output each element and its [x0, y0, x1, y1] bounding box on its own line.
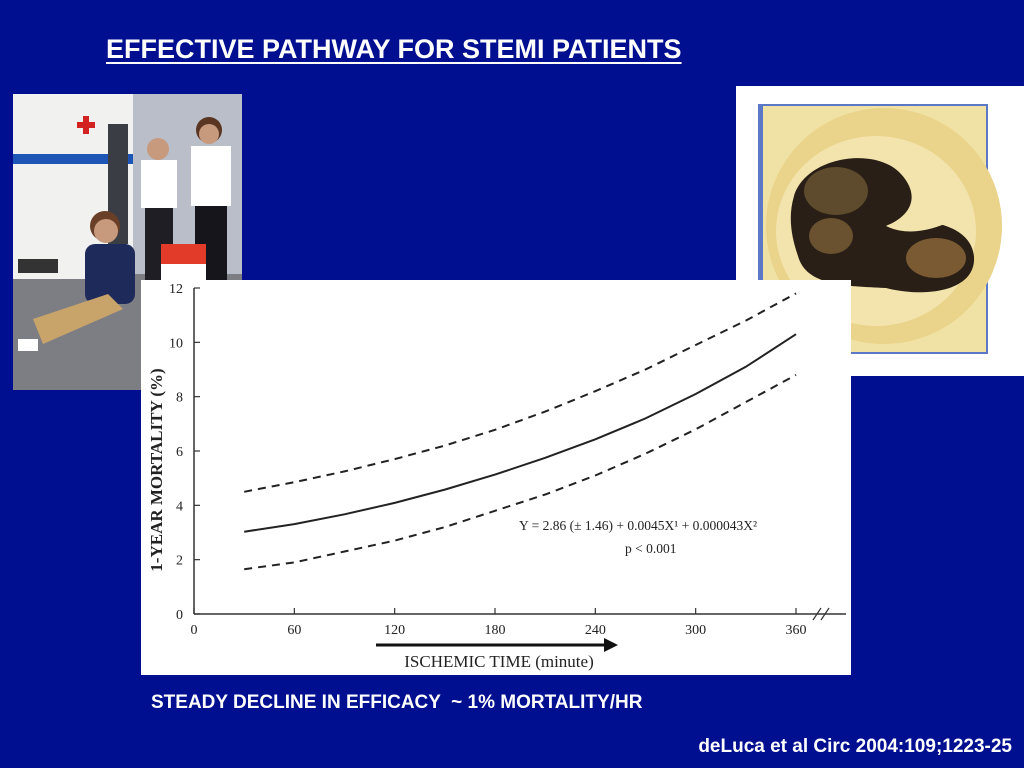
- slide-caption: STEADY DECLINE IN EFFICACY ~ 1% MORTALIT…: [151, 692, 643, 713]
- equation-annotation: Y = 2.86 (± 1.46) + 0.0045X¹ + 0.000043X…: [519, 518, 757, 533]
- slide-title: EFFECTIVE PATHWAY FOR STEMI PATIENTS: [106, 34, 682, 64]
- y-tick-label: 4: [176, 499, 183, 514]
- confidence-bound-curve: [244, 374, 797, 571]
- mortality-curve: [244, 333, 797, 533]
- y-tick-label: 8: [176, 391, 183, 406]
- y-tick-label: 6: [176, 445, 183, 460]
- y-tick-label: 12: [169, 282, 183, 297]
- y-tick-label: 2: [176, 554, 183, 569]
- confidence-bound-curve: [244, 292, 797, 493]
- x-tick-label: 240: [585, 623, 606, 638]
- pvalue-annotation: p < 0.001: [625, 541, 677, 556]
- y-axis-label: 1-YEAR MORTALITY (%): [147, 368, 166, 571]
- x-tick-label: 300: [685, 623, 706, 638]
- axis-break-mark: [812, 607, 822, 621]
- ambulance-paramedics-photo: [13, 94, 242, 390]
- y-tick-label: 10: [169, 336, 183, 351]
- x-tick-label: 0: [191, 623, 198, 638]
- x-tick-label: 360: [786, 623, 807, 638]
- y-tick-label: 0: [176, 608, 183, 623]
- ambulance-photo-art: [13, 94, 242, 390]
- x-axis-label: ISCHEMIC TIME (minute): [404, 652, 594, 671]
- mortality-chart: 0 2 4 6 8 10 12 0 60 120 180 240 300 360 Y = 2.86 (± …: [141, 280, 851, 675]
- x-axis-arrow: [376, 638, 618, 652]
- x-tick-label: 120: [384, 623, 405, 638]
- slide-citation: deLuca et al Circ 2004:109;1223-25: [698, 736, 1012, 757]
- x-tick-label: 60: [287, 623, 301, 638]
- axis-break-mark: [820, 607, 830, 621]
- x-tick-label: 180: [485, 623, 506, 638]
